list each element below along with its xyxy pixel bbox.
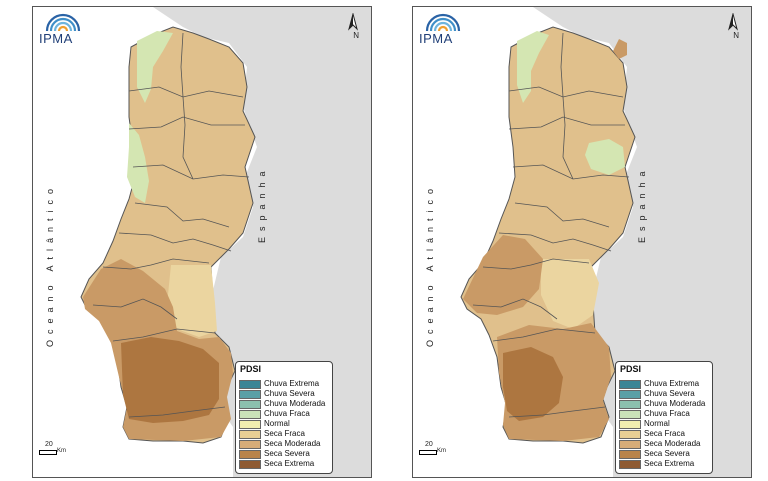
- moderate-drought-spot-north: [613, 39, 627, 59]
- normal-zone: [541, 259, 599, 329]
- legend-swatch: [619, 429, 641, 439]
- legend-label: Chuva Moderada: [644, 399, 706, 408]
- district-borders: [472, 32, 630, 418]
- severe-drought-zone: [121, 337, 219, 423]
- legend-swatch: [239, 399, 261, 409]
- legend-swatch: [619, 419, 641, 429]
- legend-swatch: [619, 409, 641, 419]
- legend-item: Normal: [619, 419, 705, 429]
- legend-item: Seca Extrema: [239, 459, 325, 469]
- legend-swatch: [619, 389, 641, 399]
- legend-item: Seca Fraca: [619, 429, 705, 439]
- pdsi-map-left: IPMA N Oceano Atlântico Espanha 20 Km PD…: [32, 6, 372, 478]
- light-rain-zone-coast: [127, 123, 149, 203]
- legend-swatch: [239, 379, 261, 389]
- ipma-logo: [419, 11, 467, 51]
- ocean-label: Oceano Atlântico: [45, 182, 55, 347]
- pdsi-map-right: IPMA N Oceano Atlântico Espanha 20 Km PD…: [412, 6, 752, 478]
- spain-label: Espanha: [637, 165, 647, 243]
- ipma-logo-arcs-icon: [45, 13, 81, 32]
- legend-swatch: [239, 459, 261, 469]
- legend-label: Chuva Fraca: [264, 409, 310, 418]
- north-arrow-icon: [348, 13, 358, 31]
- scale-value: 20: [425, 441, 433, 448]
- legend-swatch: [619, 399, 641, 409]
- legend-label: Seca Severa: [644, 449, 690, 458]
- legend-swatch: [619, 379, 641, 389]
- scale-bar: [39, 450, 57, 455]
- legend-item: Seca Severa: [239, 449, 325, 459]
- legend-label: Seca Moderada: [264, 439, 321, 448]
- legend-title: PDSI: [620, 364, 642, 374]
- legend-swatch: [619, 459, 641, 469]
- map-canvas-left: [80, 7, 371, 477]
- legend-item: Normal: [239, 419, 325, 429]
- north-arrow-icon: [728, 13, 738, 31]
- scale-unit: Km: [437, 448, 446, 454]
- legend-item: Seca Severa: [619, 449, 705, 459]
- legend-swatch: [239, 409, 261, 419]
- legend-swatch: [619, 439, 641, 449]
- pdsi-legend: PDSI Chuva Extrema Chuva Severa Chuva Mode…: [615, 361, 713, 474]
- legend-label: Chuva Severa: [644, 389, 695, 398]
- spain-area: [533, 7, 751, 477]
- ipma-logo: [39, 11, 87, 51]
- legend-item: Seca Moderada: [619, 439, 705, 449]
- north-label: N: [353, 31, 359, 40]
- legend-item: Seca Extrema: [619, 459, 705, 469]
- legend-label: Seca Severa: [264, 449, 310, 458]
- scale-bar: [419, 450, 437, 455]
- legend-label: Normal: [264, 419, 290, 428]
- legend-label: Seca Fraca: [264, 429, 305, 438]
- legend-swatch: [239, 449, 261, 459]
- legend-item: Chuva Fraca: [239, 409, 325, 419]
- legend-label: Chuva Extrema: [644, 379, 700, 388]
- light-rain-zone-north: [517, 31, 549, 103]
- spain-area: [153, 7, 371, 477]
- ipma-logo-text: IPMA: [419, 31, 453, 46]
- legend-label: Seca Moderada: [644, 439, 701, 448]
- legend-item: Chuva Severa: [239, 389, 325, 399]
- light-rain-zone-north: [137, 31, 173, 103]
- legend-item: Chuva Severa: [619, 389, 705, 399]
- light-rain-zone-east: [585, 139, 625, 175]
- legend-label: Seca Extrema: [264, 459, 315, 468]
- ipma-logo-arcs-icon: [425, 13, 461, 32]
- legend-item: Chuva Extrema: [619, 379, 705, 389]
- severe-drought-zone: [503, 347, 563, 421]
- legend-item: Seca Moderada: [239, 439, 325, 449]
- legend-label: Chuva Severa: [264, 389, 315, 398]
- ipma-logo-text: IPMA: [39, 31, 73, 46]
- legend-label: Chuva Fraca: [644, 409, 690, 418]
- legend-item: Chuva Moderada: [619, 399, 705, 409]
- legend-item: Chuva Extrema: [239, 379, 325, 389]
- spain-label: Espanha: [257, 165, 267, 243]
- pdsi-legend: PDSI Chuva Extrema Chuva Severa Chuva Mode…: [235, 361, 333, 474]
- legend-item: Seca Fraca: [239, 429, 325, 439]
- scale-unit: Km: [57, 448, 66, 454]
- normal-zone: [167, 265, 217, 337]
- legend-label: Seca Extrema: [644, 459, 695, 468]
- legend-swatch: [239, 439, 261, 449]
- district-borders: [92, 32, 250, 418]
- legend-items: Chuva Extrema Chuva Severa Chuva Moderada C…: [239, 379, 325, 469]
- ocean-label: Oceano Atlântico: [425, 182, 435, 347]
- map-canvas-right: [460, 7, 751, 477]
- legend-swatch: [619, 449, 641, 459]
- north-label: N: [733, 31, 739, 40]
- legend-label: Seca Fraca: [644, 429, 685, 438]
- legend-title: PDSI: [240, 364, 262, 374]
- legend-item: Chuva Fraca: [619, 409, 705, 419]
- scale-value: 20: [45, 441, 53, 448]
- legend-items: Chuva Extrema Chuva Severa Chuva Moderada C…: [619, 379, 705, 469]
- legend-label: Chuva Extrema: [264, 379, 320, 388]
- legend-swatch: [239, 419, 261, 429]
- legend-swatch: [239, 429, 261, 439]
- legend-swatch: [239, 389, 261, 399]
- legend-item: Chuva Moderada: [239, 399, 325, 409]
- legend-label: Normal: [644, 419, 670, 428]
- moderate-drought-zone-west: [463, 235, 543, 315]
- legend-label: Chuva Moderada: [264, 399, 326, 408]
